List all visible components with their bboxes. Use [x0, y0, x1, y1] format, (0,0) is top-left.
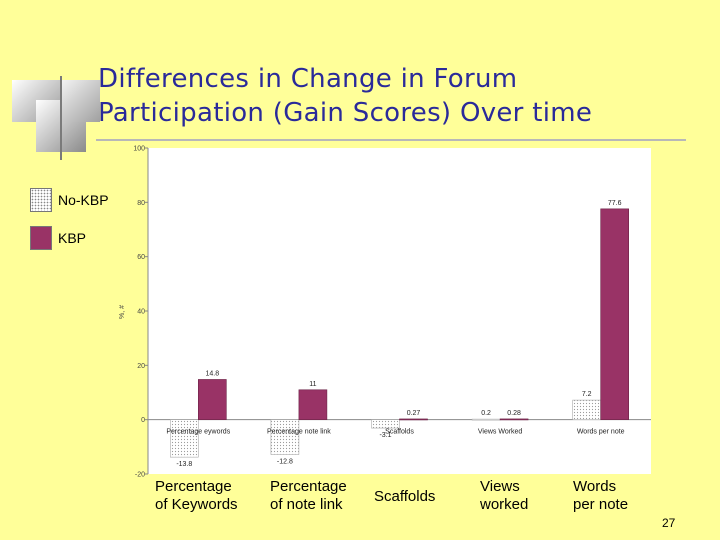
page-number: 27 [662, 516, 676, 530]
data-label-kbp-2: 0.27 [407, 410, 421, 417]
bar-kbp-0 [198, 379, 227, 420]
data-label-kbp-3: 0.28 [507, 410, 521, 417]
bar-kbp-2 [399, 418, 428, 421]
category-label-keywords: Percentage of Keywords [155, 478, 238, 513]
decorative-squares [0, 0, 120, 160]
legend-label-kbp: KBP [58, 230, 87, 246]
data-label-kbp-4: 77.6 [608, 200, 622, 207]
x-tick-label-3: Views Worked [478, 429, 523, 436]
y-tick-label: -20 [135, 472, 145, 479]
data-label-no-kbp-1: -12.8 [277, 458, 293, 465]
data-label-kbp-1: 11 [309, 381, 316, 388]
category-label-note-link: Percentage of note link [270, 478, 347, 513]
data-label-no-kbp-2: -3.1 [379, 432, 391, 439]
legend-item-no-kbp: No-KBP [30, 188, 109, 212]
data-label-no-kbp-4: 7.2 [582, 391, 592, 398]
bar-no-kbp-2 [371, 419, 400, 429]
category-label-words: Words per note [573, 478, 629, 513]
legend-label-no-kbp: No-KBP [58, 192, 109, 208]
deco-vline [60, 76, 62, 160]
data-label-no-kbp-0: -13.8 [176, 461, 192, 468]
y-tick-label: 20 [137, 363, 145, 370]
data-label-kbp-0: 14.8 [205, 370, 219, 377]
category-label-scaffolds: Scaffolds [374, 488, 436, 505]
title-line-2: Participation (Gain Scores) Over time [98, 98, 593, 128]
legend-swatch-no-kbp [30, 188, 52, 212]
bar-no-kbp-4 [572, 399, 602, 420]
bar-no-kbp-0 [170, 419, 199, 458]
y-tick-label: 0 [141, 417, 145, 424]
title-rule [96, 139, 686, 141]
legend-swatch-kbp [30, 226, 52, 250]
deco-square-3 [60, 80, 100, 122]
title-line-1: Differences in Change in Forum [98, 64, 518, 94]
bar-kbp-1 [298, 389, 328, 420]
bar-kbp-4 [600, 208, 630, 420]
x-tick-label-2: Scaffolds [385, 429, 414, 436]
category-label-views: Views worked [480, 478, 529, 513]
x-tick-label-1: Percentage note link [267, 429, 331, 436]
x-tick-label-4: Words per note [577, 429, 625, 436]
page-title: Differences in Change in Forum Participa… [98, 62, 698, 130]
bar-kbp-3 [499, 418, 529, 421]
y-tick-label: 40 [137, 309, 145, 316]
y-axis-label: %, # [119, 305, 126, 319]
bar-no-kbp-3 [471, 418, 501, 421]
legend-item-kbp: KBP [30, 226, 86, 250]
y-tick-label: 100 [133, 146, 145, 153]
bar-no-kbp-1 [270, 419, 300, 455]
x-tick-label-0: Percentage eywords [166, 429, 230, 436]
y-tick-label: 60 [137, 254, 145, 261]
y-tick-label: 80 [137, 200, 145, 207]
data-label-no-kbp-3: 0.2 [481, 410, 491, 417]
